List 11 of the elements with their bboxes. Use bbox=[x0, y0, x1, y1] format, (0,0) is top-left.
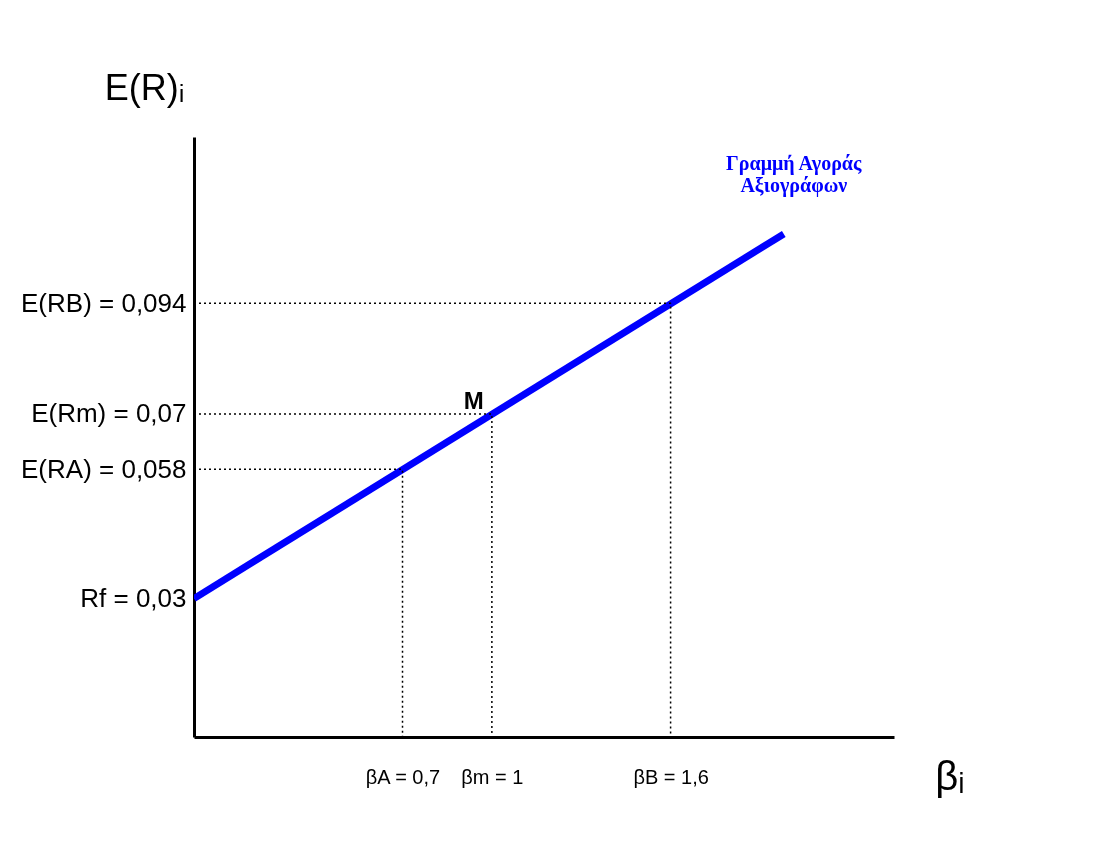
annotation: M bbox=[463, 386, 484, 414]
y-tick-label: Rf = 0,03 bbox=[80, 583, 187, 614]
text: Γραμμή Αγοράς Αξιογράφων bbox=[726, 151, 863, 197]
y-axis-title: E(R)ᵢ bbox=[104, 66, 185, 108]
y-tick-label: E(RB) = 0,094 bbox=[21, 287, 187, 318]
x-tick-label: βm = 1 bbox=[461, 765, 524, 788]
x-tick-label: βA = 0,7 bbox=[365, 765, 441, 788]
y-tick-label: E(Rm) = 0,07 bbox=[31, 398, 187, 429]
x-axis-title: βᵢ bbox=[935, 753, 965, 798]
x-tick-label: βB = 1,6 bbox=[633, 765, 709, 788]
y-tick-label: E(RA) = 0,058 bbox=[21, 453, 187, 484]
